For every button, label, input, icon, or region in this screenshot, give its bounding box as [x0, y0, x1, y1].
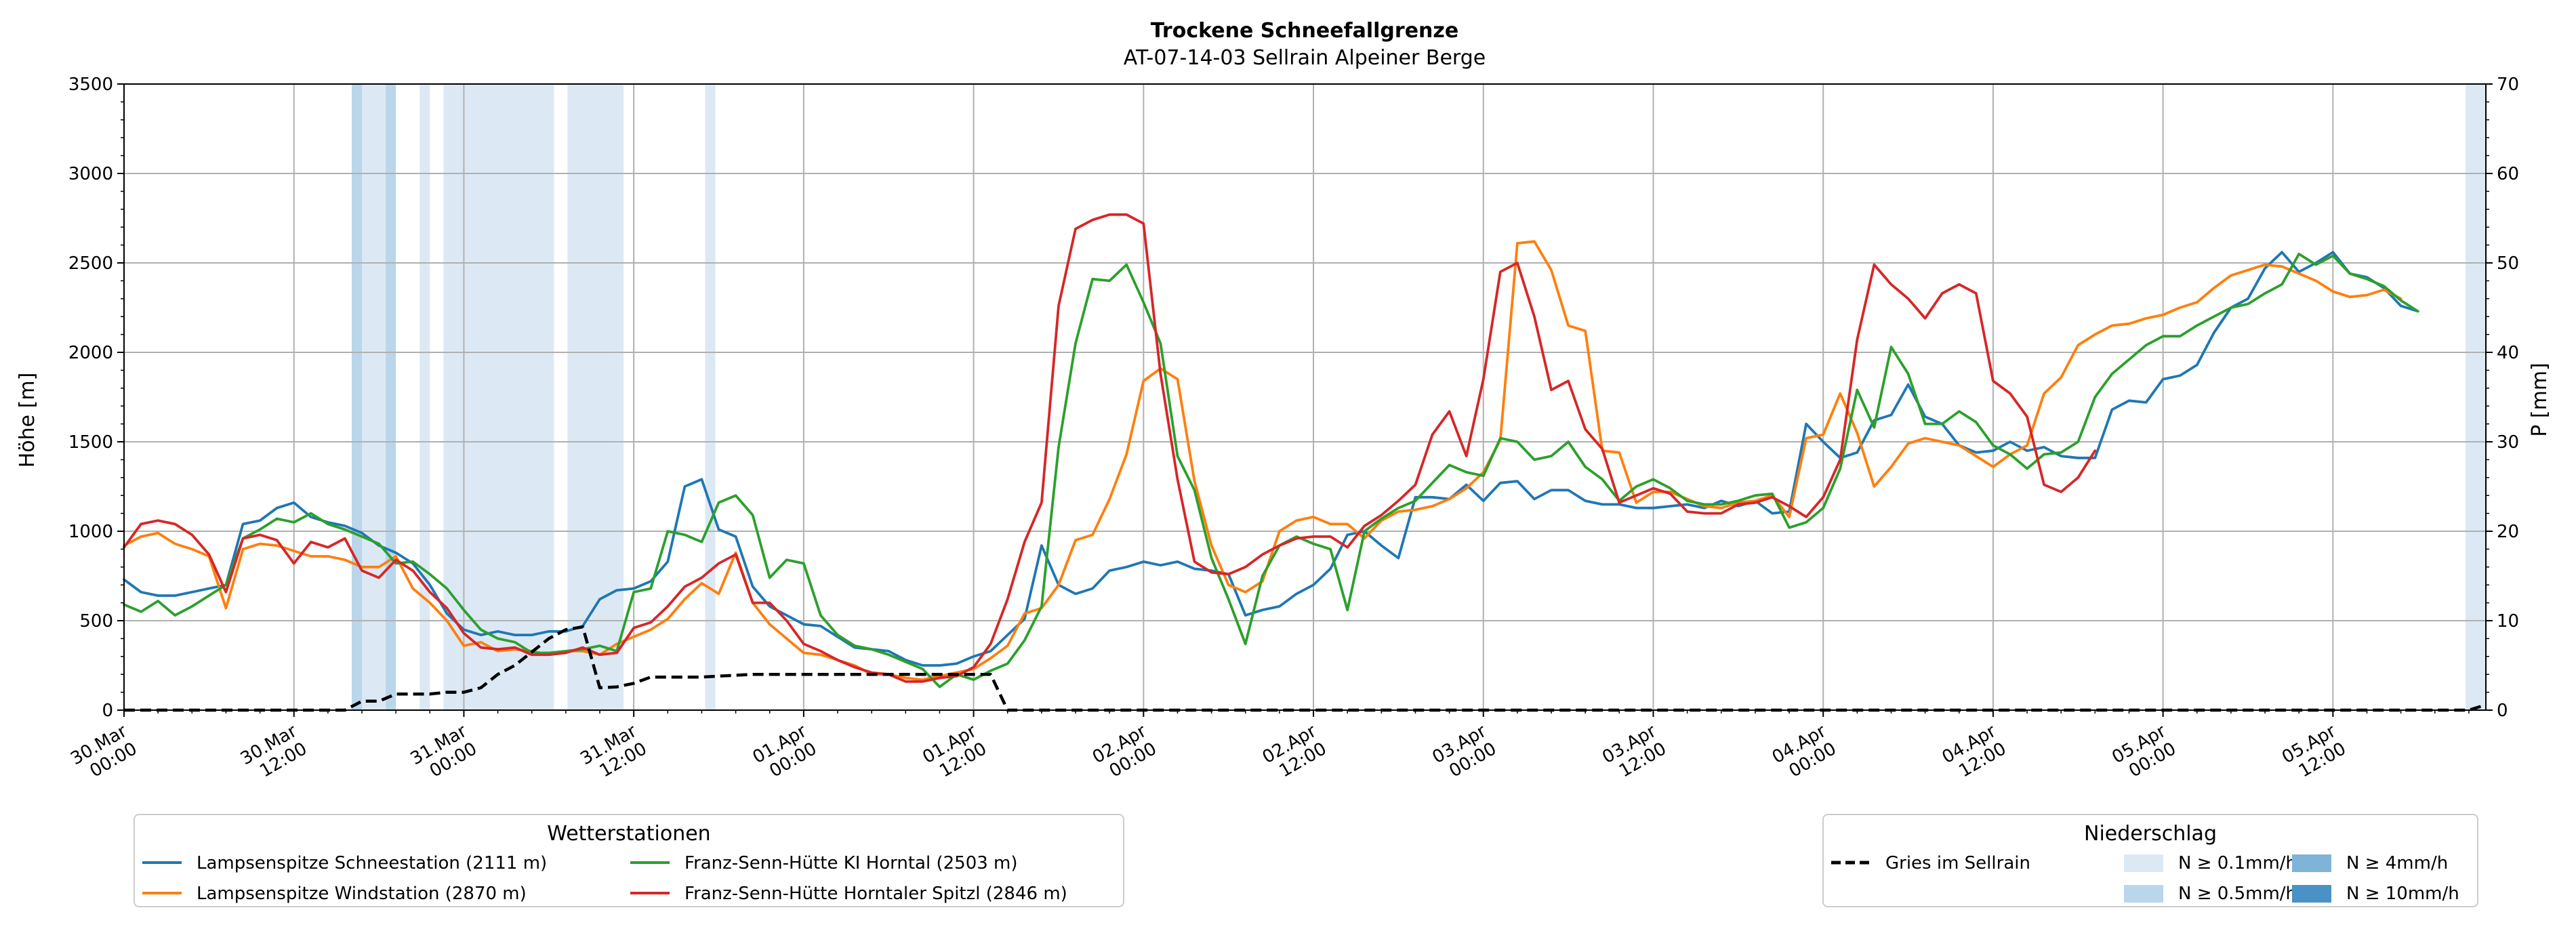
legend-precip-swatch: [2124, 854, 2163, 872]
series-line: [123, 240, 2403, 681]
legend-precip-label: N ≥ 0.1mm/h: [2178, 853, 2297, 873]
y-tick-label-left: 1500: [68, 432, 113, 453]
series-line: [124, 625, 2487, 712]
chart-subtitle: AT-07-14-03 Sellrain Alpeiner Berge: [1124, 46, 1486, 70]
y-tick-label-right: 10: [2497, 611, 2519, 632]
y-tick-label-right: 70: [2497, 75, 2519, 95]
legend-stations-label: Franz-Senn-Hütte KI Horntal (2503 m): [684, 853, 1018, 873]
legend-precip-label: N ≥ 0.5mm/h: [2178, 884, 2297, 904]
series-line: [123, 213, 2097, 683]
precipitation-bars: [351, 84, 2486, 710]
y-tick-label-right: 50: [2497, 253, 2519, 274]
precip-bar: [362, 84, 386, 710]
y-tick-label-left: 2000: [68, 343, 113, 363]
legend-precip-title: Niederschlag: [2084, 822, 2217, 846]
y-tick-label-right: 60: [2497, 164, 2519, 184]
legend-stations-title: Wetterstationen: [547, 822, 710, 846]
y-tick-label-right: 20: [2497, 522, 2519, 542]
legend-precip-swatch: [2292, 885, 2331, 903]
legend-precip-swatch: [2124, 885, 2163, 903]
y-tick-label-right: 30: [2497, 432, 2519, 453]
legend-stations-label: Lampsenspitze Schneestation (2111 m): [197, 853, 547, 873]
precip-bar: [351, 84, 363, 710]
y-tick-label-right: 40: [2497, 343, 2519, 363]
y-tick-label-left: 0: [102, 701, 113, 721]
precip-bar: [2465, 84, 2486, 710]
y-axis-label-left: Höhe [m]: [16, 373, 39, 468]
precip-bar: [386, 84, 396, 710]
precip-bar: [610, 84, 624, 710]
legend-precip-label: N ≥ 10mm/h: [2346, 884, 2459, 904]
legend-stations-label: Lampsenspitze Windstation (2870 m): [197, 884, 527, 904]
precip-bar: [443, 84, 457, 710]
series-lines: [123, 213, 2487, 712]
y-tick-label-left: 2500: [68, 253, 113, 274]
y-tick-label-left: 3500: [68, 75, 113, 95]
y-axis-label-right: P [mm]: [2528, 363, 2552, 436]
legend-stations-frame: [134, 814, 1124, 907]
legend-precip-swatch: [2292, 854, 2331, 872]
legend-precip-label: N ≥ 4mm/h: [2346, 853, 2448, 873]
legend-precip-label: Gries im Sellrain: [1885, 853, 2030, 873]
legend-stations-label: Franz-Senn-Hütte Horntaler Spitzl (2846 …: [684, 884, 1067, 904]
precip-bar: [457, 84, 554, 710]
plot-frame: [123, 83, 2487, 711]
legend-precipitation: Niederschlag Gries im Sellrain N ≥ 0.1mm/h…: [1822, 814, 2478, 907]
precip-bar: [420, 84, 430, 710]
y-tick-label-left: 500: [79, 611, 113, 632]
precip-bar: [567, 84, 586, 710]
chart-title: Trockene Schneefallgrenze: [1151, 19, 1458, 43]
precip-bar: [705, 84, 716, 710]
y-tick-label-right: 0: [2497, 701, 2508, 721]
series-line: [123, 252, 2419, 688]
y-tick-label-left: 3000: [68, 164, 113, 184]
precip-bar: [586, 84, 611, 710]
y-tick-label-left: 1000: [68, 522, 113, 542]
